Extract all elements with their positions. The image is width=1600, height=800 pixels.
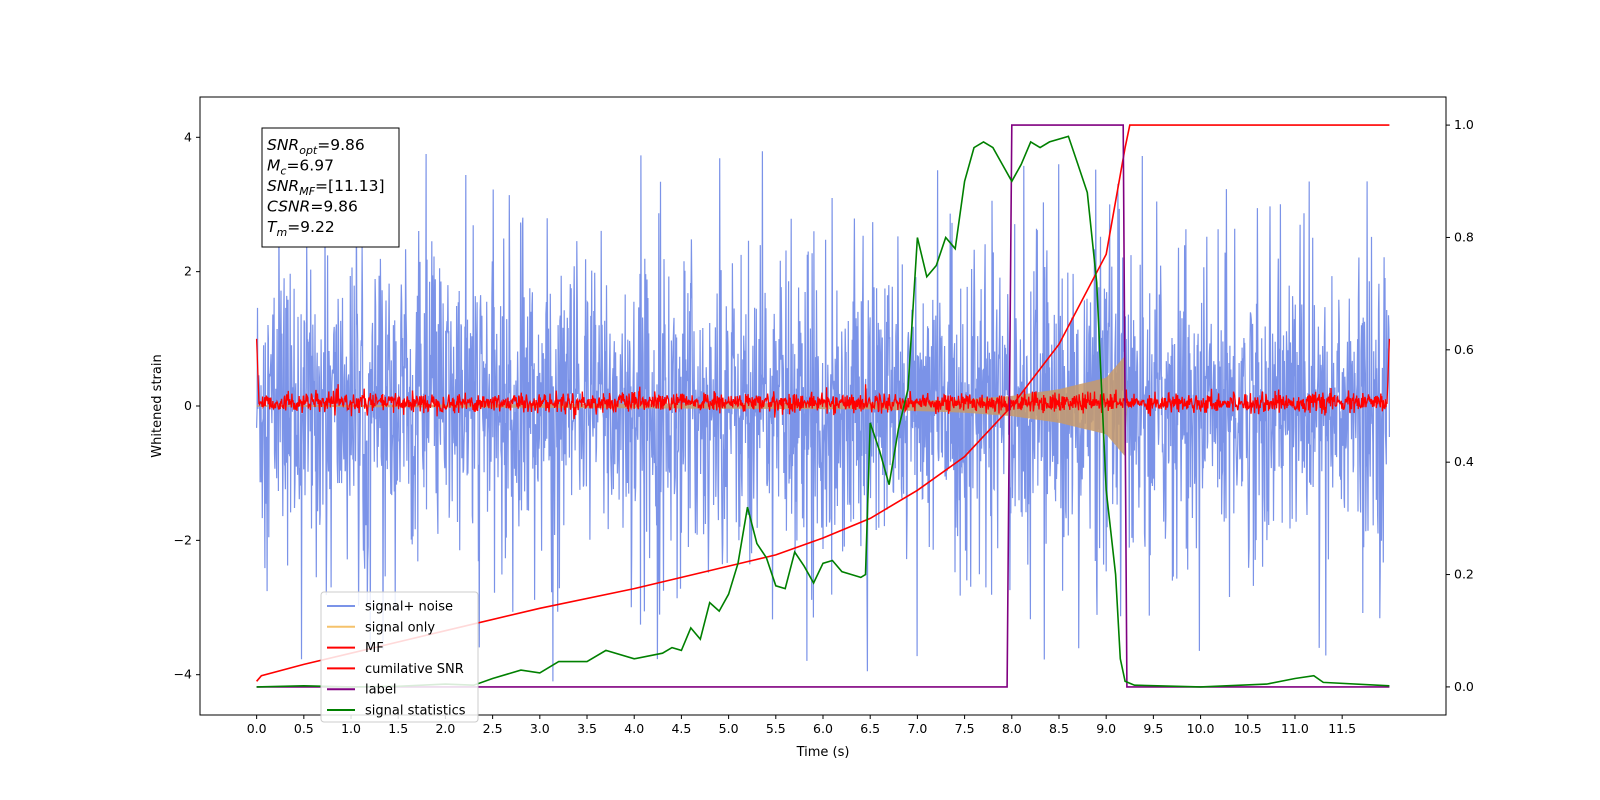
y2-tick-label: 0.2	[1454, 567, 1474, 582]
info-box-frame	[261, 127, 400, 248]
info-line: Mc=6.97	[267, 157, 334, 178]
x-tick-label: 7.0	[907, 721, 927, 736]
y-tick-label: 2	[184, 264, 192, 279]
x-tick-label: 6.0	[813, 721, 833, 736]
x-tick-label: 2.5	[483, 721, 503, 736]
legend-signal-statistics-label: signal statistics	[365, 704, 466, 719]
x-tick-label: 4.5	[671, 721, 691, 736]
x-tick-label: 5.0	[719, 721, 739, 736]
x-tick-label: 11.5	[1328, 721, 1356, 736]
info-line: SNRopt=9.86	[267, 136, 365, 157]
y-tick-label: 0	[184, 398, 192, 413]
x-tick-label: 0.0	[247, 721, 267, 736]
x-tick-label: 5.5	[766, 721, 786, 736]
legend-cumulative-snr-label: cumilative SNR	[365, 662, 464, 677]
y2-tick-label: 0.8	[1454, 229, 1474, 244]
x-tick-label: 1.5	[388, 721, 408, 736]
x-tick-label: 8.0	[1002, 721, 1022, 736]
y-tick-label: −4	[174, 667, 192, 682]
x-tick-label: 9.5	[1143, 721, 1163, 736]
y2-tick-label: 0.4	[1454, 454, 1474, 469]
y-tick-label: 4	[184, 129, 192, 144]
axes-layer: 0.0 0.5 1.0 1.5 2.0 2.5 3.0 3.5 4.0 4.5 5.0 5.5 6.0 6…	[174, 117, 1474, 736]
x-tick-label: 3.5	[577, 721, 597, 736]
series-signal-only-band	[256, 356, 1127, 456]
legend-signal-noise-label: signal+ noise	[365, 600, 453, 615]
x-tick-label: 0.5	[294, 721, 314, 736]
info-line: CSNR=9.86	[267, 198, 358, 216]
info-line: Tm=9.22	[267, 218, 335, 239]
legend-frame	[320, 591, 479, 723]
series-signal-noise-line	[256, 151, 1391, 682]
x-tick-label: 1.0	[341, 721, 361, 736]
legend: signal+ noise signal only MF cumilative SNR…	[320, 591, 479, 723]
x-tick-label: 9.0	[1096, 721, 1116, 736]
y2-tick-label: 0.0	[1454, 679, 1474, 694]
x-tick-label: 2.0	[435, 721, 455, 736]
info-line: SNRMF=[11.13]	[267, 177, 385, 198]
series-mf-line	[255, 338, 1391, 420]
x-axis-label: Time (s)	[796, 745, 850, 760]
y2-tick-label: 0.6	[1454, 342, 1474, 357]
x-tick-label: 6.5	[860, 721, 880, 736]
x-tick-label: 10.0	[1187, 721, 1215, 736]
x-tick-label: 7.5	[955, 721, 975, 736]
y-tick-label: −2	[174, 532, 192, 547]
y-axis-label: Whitened strain	[150, 354, 165, 457]
series-signal-statistics-line	[256, 135, 1390, 688]
y2-tick-label: 1.0	[1454, 117, 1474, 132]
x-tick-label: 10.5	[1234, 721, 1262, 736]
x-tick-label: 8.5	[1049, 721, 1069, 736]
x-tick-label: 4.0	[624, 721, 644, 736]
legend-mf-label: MF	[365, 641, 384, 656]
x-tick-label: 3.0	[530, 721, 550, 736]
x-tick-label: 11.0	[1281, 721, 1309, 736]
legend-label-label: label	[365, 683, 396, 698]
info-box: SNRopt=9.86Mc=6.97SNRMF=[11.13]CSNR=9.86…	[261, 127, 400, 248]
legend-signal-only-label: signal only	[365, 620, 435, 635]
